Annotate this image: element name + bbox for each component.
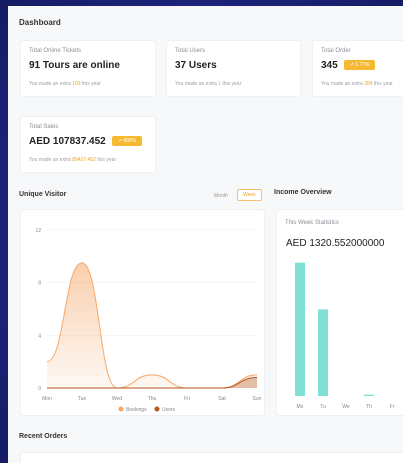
toggle-week[interactable]: Week — [237, 189, 262, 201]
x-tick-label: Sun — [253, 396, 262, 402]
x-tick-label: Sat — [218, 396, 226, 402]
income-bar — [295, 262, 305, 396]
toggle-month[interactable]: Month — [214, 193, 228, 199]
page-title: Dashboard — [19, 18, 61, 27]
card-subtext: You made an extra 89437.452 this year — [29, 157, 117, 163]
recent-orders-title: Recent Orders — [19, 433, 68, 440]
y-tick-label: 8 — [38, 281, 41, 287]
series-area-bookings — [47, 262, 257, 388]
x-tick-label: Mo — [297, 404, 304, 410]
card-value: 37 Users — [175, 60, 217, 71]
stat-card-orders: Total Order 345 ↗ 1.7?% You made an extra… — [312, 40, 403, 97]
card-value: 345 ↗ 1.7?% — [321, 60, 376, 71]
trend-badge: ↗ 686% — [111, 136, 143, 147]
x-tick-label: Mon — [42, 396, 52, 402]
x-tick-label: Fr — [390, 404, 395, 410]
series-area-users — [47, 377, 257, 388]
x-tick-label: We — [342, 404, 350, 410]
x-tick-label: Thu — [148, 396, 157, 402]
legend-label: Users — [162, 407, 176, 413]
income-overview-title: Income Overview — [274, 189, 332, 196]
unique-visitor-chart-card: 0 4 8 12 Mon Tue Wed Thu Fri Sat Sun Bookings Users — [20, 209, 265, 416]
unique-visitor-chart: 0 4 8 12 Mon Tue Wed Thu Fri Sat Sun Bookings Users — [35, 228, 262, 413]
income-value: AED 1320.552000000 — [286, 238, 385, 249]
recent-orders-card — [20, 452, 403, 463]
stat-card-users: Total Users 37 Users You made an extra 1… — [166, 40, 301, 97]
y-tick-label: 4 — [38, 333, 41, 339]
stat-card-sales: Total Sales AED 107837.452 ↗ 686% You mad… — [20, 116, 156, 173]
trend-up-icon: ↗ — [349, 62, 354, 69]
card-label: Total Users — [175, 48, 206, 54]
income-bar — [364, 394, 374, 396]
card-value: AED 107837.452 ↗ 686% — [29, 136, 143, 147]
y-tick-label: 0 — [38, 386, 41, 392]
card-subtext: You made an extra 284 this year — [321, 81, 393, 87]
legend-marker — [118, 406, 124, 412]
x-tick-label: Th — [366, 404, 372, 410]
stat-card-online-tickets: Total Online Tickets 91 Tours are online… — [20, 40, 156, 97]
income-bar — [318, 309, 328, 396]
income-overview-card: This Week Statistics AED 1320.552000000 … — [276, 209, 403, 416]
x-tick-label: Tue — [78, 396, 87, 402]
card-subtext: You made an extra 103 this year — [29, 81, 101, 87]
unique-visitor-title: Unique Visitor — [19, 191, 67, 198]
series-line-users — [47, 376, 258, 389]
income-bar-chart: Mo Tu We Th Fr — [295, 262, 395, 410]
dashboard-screen: Dashboard Total Online Tickets 91 Tours … — [8, 6, 403, 463]
legend-marker — [154, 406, 160, 412]
x-tick-label: Fri — [184, 396, 190, 402]
x-tick-label: Wed — [112, 396, 122, 402]
y-tick-label: 12 — [35, 228, 41, 234]
card-label: Total Online Tickets — [29, 48, 82, 54]
card-subtext: You made an extra 1 this year — [175, 81, 242, 87]
card-label: Total Order — [321, 48, 351, 54]
trend-badge: ↗ 1.7?% — [343, 60, 376, 71]
income-subtitle: This Week Statistics — [285, 220, 339, 226]
card-value: 91 Tours are online — [29, 60, 120, 71]
legend-label: Bookings — [126, 407, 147, 413]
x-tick-label: Tu — [320, 404, 326, 410]
trend-up-icon: ↗ — [117, 138, 122, 145]
card-label: Total Sales — [29, 124, 59, 130]
